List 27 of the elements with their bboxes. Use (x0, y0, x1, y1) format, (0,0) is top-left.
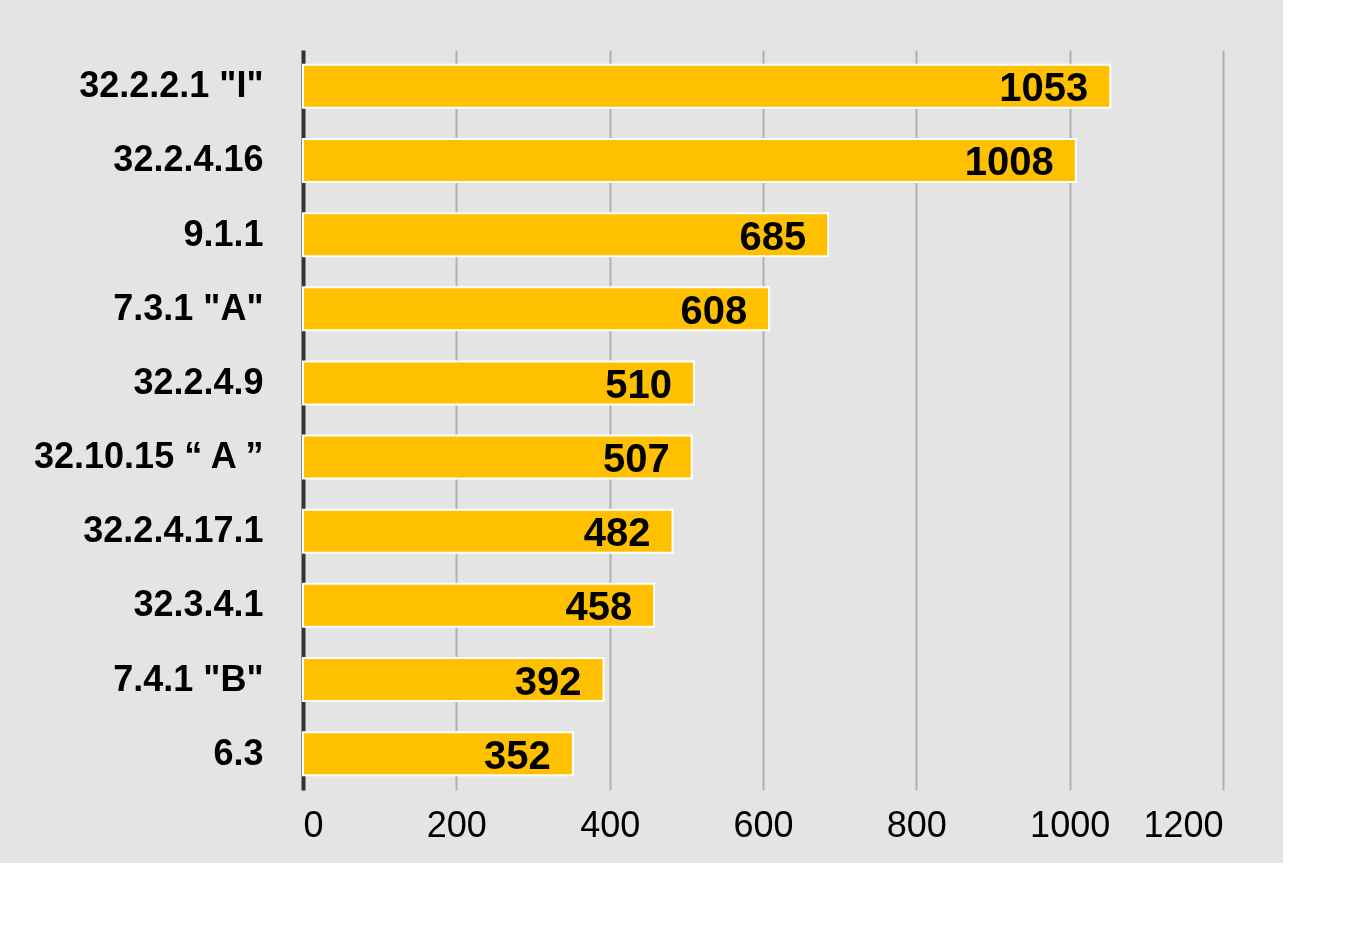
data-label: 392 (514, 658, 582, 703)
x-tick-label: 0 (303, 803, 324, 845)
y-tick-label: 32.2.4.9 (133, 360, 264, 402)
x-tick-label: 1000 (1030, 803, 1111, 845)
data-label: 1008 (964, 139, 1054, 184)
x-tick-label: 600 (733, 803, 794, 845)
data-label: 685 (739, 213, 807, 258)
y-tick-label: 32.3.4.1 (133, 583, 264, 625)
data-label: 1053 (999, 65, 1089, 110)
data-label: 608 (680, 287, 748, 332)
data-label: 482 (583, 510, 651, 555)
y-tick-label: 9.1.1 (183, 212, 264, 254)
y-tick-label: 32.10.15 “ A ” (34, 435, 264, 477)
y-tick-label: 32.2.4.17.1 (83, 509, 264, 551)
data-label: 352 (484, 732, 551, 777)
y-tick-label: 6.3 (213, 731, 264, 773)
x-tick-label: 1200 (1143, 803, 1224, 845)
y-tick-label: 32.2.2.1 "I" (79, 64, 264, 106)
y-tick-label: 7.4.1 "B" (113, 657, 264, 699)
data-label: 458 (565, 584, 633, 629)
x-tick-label: 800 (886, 803, 947, 845)
data-label: 510 (605, 361, 672, 406)
x-tick-label: 400 (580, 803, 641, 845)
x-tick-label: 200 (426, 803, 487, 845)
data-label: 507 (602, 436, 670, 481)
y-tick-label: 7.3.1 "A" (113, 286, 264, 328)
y-tick-label: 32.2.4.16 (113, 138, 264, 180)
